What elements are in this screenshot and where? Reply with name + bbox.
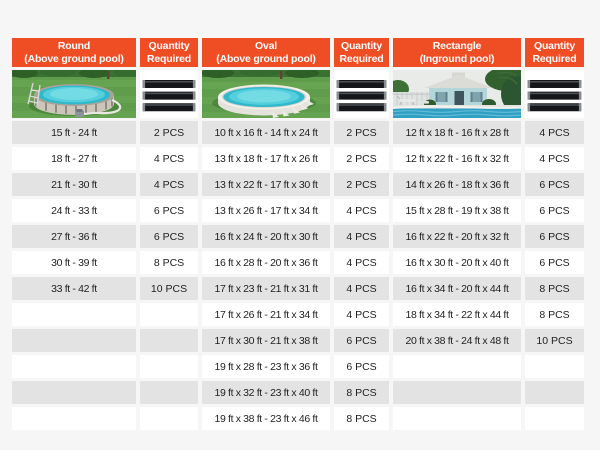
quantity-cell: 6 PCS xyxy=(525,251,584,274)
size-range-cell: 18 ft - 27 ft xyxy=(12,147,136,170)
size-range-cell: 14 ft x 26 ft - 18 ft x 36 ft xyxy=(393,173,521,196)
size-range-cell: 16 ft x 24 ft - 20 ft x 30 ft xyxy=(202,225,330,248)
header-round-column: Round (Above ground pool) xyxy=(12,38,136,67)
header-quantity-column-3: Quantity Required xyxy=(525,38,584,67)
size-range-cell: 15 ft x 28 ft - 19 ft x 38 ft xyxy=(393,199,521,222)
quantity-cell xyxy=(140,329,198,352)
quantity-cell: 2 PCS xyxy=(334,173,389,196)
quantity-cell: 4 PCS xyxy=(525,121,584,144)
size-range-cell: 30 ft - 39 ft xyxy=(12,251,136,274)
size-range-cell: 20 ft x 38 ft - 24 ft x 48 ft xyxy=(393,329,521,352)
size-range-cell: 10 ft x 16 ft - 14 ft x 24 ft xyxy=(202,121,330,144)
quantity-cell: 8 PCS xyxy=(525,303,584,326)
quantity-cell: 4 PCS xyxy=(334,251,389,274)
size-range-cell: 16 ft x 34 ft - 20 ft x 44 ft xyxy=(393,277,521,300)
cover-wall-bars-image xyxy=(525,70,584,118)
header-subtitle: Required xyxy=(532,52,577,65)
header-quantity-column-2: Quantity Required xyxy=(334,38,389,67)
quantity-cell: 8 PCS xyxy=(525,277,584,300)
size-range-cell: 19 ft x 32 ft - 23 ft x 40 ft xyxy=(202,381,330,404)
size-range-cell: 16 ft x 28 ft - 20 ft x 36 ft xyxy=(202,251,330,274)
quantity-cell xyxy=(140,303,198,326)
quantity-cell: 4 PCS xyxy=(140,173,198,196)
quantity-cell: 6 PCS xyxy=(525,173,584,196)
size-range-cell: 12 ft x 22 ft - 16 ft x 32 ft xyxy=(393,147,521,170)
header-subtitle: (Inground pool) xyxy=(419,52,495,65)
size-range-cell: 24 ft - 33 ft xyxy=(12,199,136,222)
size-range-cell xyxy=(12,303,136,326)
quantity-cell: 4 PCS xyxy=(525,147,584,170)
size-range-cell: 12 ft x 18 ft - 16 ft x 28 ft xyxy=(393,121,521,144)
quantity-cell: 2 PCS xyxy=(334,121,389,144)
quantity-cell: 8 PCS xyxy=(140,251,198,274)
size-range-cell xyxy=(393,381,521,404)
size-range-cell: 17 ft x 26 ft - 21 ft x 34 ft xyxy=(202,303,330,326)
header-title: Quantity xyxy=(341,40,382,53)
round-above-ground-pool-photo xyxy=(12,70,136,118)
size-range-cell: 13 ft x 18 ft - 17 ft x 26 ft xyxy=(202,147,330,170)
quantity-cell: 4 PCS xyxy=(140,147,198,170)
quantity-cell: 6 PCS xyxy=(525,225,584,248)
header-rectangle-column: Rectangle (Inground pool) xyxy=(393,38,521,67)
size-range-cell: 17 ft x 23 ft - 21 ft x 31 ft xyxy=(202,277,330,300)
quantity-cell: 6 PCS xyxy=(334,329,389,352)
quantity-cell: 10 PCS xyxy=(140,277,198,300)
oval-above-ground-pool-photo xyxy=(202,70,330,118)
header-title: Quantity xyxy=(534,40,575,53)
size-range-cell: 13 ft x 26 ft - 17 ft x 34 ft xyxy=(202,199,330,222)
header-title: Oval xyxy=(255,40,277,53)
size-range-cell: 19 ft x 28 ft - 23 ft x 36 ft xyxy=(202,355,330,378)
quantity-cell xyxy=(525,407,584,430)
size-range-cell: 33 ft - 42 ft xyxy=(12,277,136,300)
quantity-cell: 2 PCS xyxy=(334,147,389,170)
size-range-cell: 16 ft x 30 ft - 20 ft x 40 ft xyxy=(393,251,521,274)
quantity-cell: 6 PCS xyxy=(525,199,584,222)
header-subtitle: Required xyxy=(147,52,191,65)
quantity-cell xyxy=(140,407,198,430)
size-range-cell xyxy=(12,407,136,430)
size-range-cell: 13 ft x 22 ft - 17 ft x 30 ft xyxy=(202,173,330,196)
size-range-cell xyxy=(393,355,521,378)
size-range-cell xyxy=(12,329,136,352)
rectangle-inground-pool-photo xyxy=(393,70,521,118)
size-range-cell: 16 ft x 22 ft - 20 ft x 32 ft xyxy=(393,225,521,248)
quantity-cell: 4 PCS xyxy=(334,277,389,300)
cover-wall-bars-image xyxy=(334,70,389,118)
size-range-cell: 18 ft x 34 ft - 22 ft x 44 ft xyxy=(393,303,521,326)
size-range-cell: 27 ft - 36 ft xyxy=(12,225,136,248)
size-range-cell xyxy=(393,407,521,430)
size-range-cell xyxy=(12,355,136,378)
size-range-cell xyxy=(12,381,136,404)
quantity-cell: 8 PCS xyxy=(334,381,389,404)
header-title: Round xyxy=(57,40,91,53)
quantity-cell: 4 PCS xyxy=(334,199,389,222)
quantity-cell: 2 PCS xyxy=(140,121,198,144)
quantity-cell: 8 PCS xyxy=(334,407,389,430)
quantity-cell: 4 PCS xyxy=(334,303,389,326)
header-title: Quantity xyxy=(148,40,190,53)
size-range-cell: 21 ft - 30 ft xyxy=(12,173,136,196)
quantity-cell: 6 PCS xyxy=(140,199,198,222)
quantity-cell: 6 PCS xyxy=(334,355,389,378)
header-subtitle: (Above ground pool) xyxy=(24,52,124,65)
quantity-cell xyxy=(525,355,584,378)
size-table: Round (Above ground pool) Quantity Requi… xyxy=(12,38,584,430)
size-range-cell: 19 ft x 38 ft - 23 ft x 46 ft xyxy=(202,407,330,430)
header-subtitle: Required xyxy=(339,52,384,65)
header-title: Rectangle xyxy=(432,40,482,53)
size-range-cell: 17 ft x 30 ft - 21 ft x 38 ft xyxy=(202,329,330,352)
quantity-cell xyxy=(140,355,198,378)
header-oval-column: Oval (Above ground pool) xyxy=(202,38,330,67)
quantity-cell: 10 PCS xyxy=(525,329,584,352)
size-range-cell: 15 ft - 24 ft xyxy=(12,121,136,144)
quantity-cell: 4 PCS xyxy=(334,225,389,248)
quantity-cell xyxy=(525,381,584,404)
cover-wall-bars-image xyxy=(140,70,198,118)
quantity-cell: 6 PCS xyxy=(140,225,198,248)
header-quantity-column-1: Quantity Required xyxy=(140,38,198,67)
header-subtitle: (Above ground pool) xyxy=(216,52,316,65)
quantity-cell xyxy=(140,381,198,404)
